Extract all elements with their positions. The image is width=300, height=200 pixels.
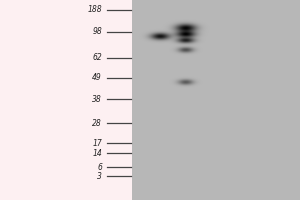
Text: 3: 3 (97, 172, 102, 181)
Text: 188: 188 (87, 5, 102, 15)
Text: 14: 14 (92, 148, 102, 158)
Text: 28: 28 (92, 118, 102, 128)
Text: 62: 62 (92, 53, 102, 62)
Bar (0, 0, 132, 200)
Text: 17: 17 (92, 138, 102, 148)
Text: 6: 6 (97, 163, 102, 172)
Text: 98: 98 (92, 27, 102, 36)
Text: 38: 38 (92, 95, 102, 104)
Text: 49: 49 (92, 73, 102, 82)
